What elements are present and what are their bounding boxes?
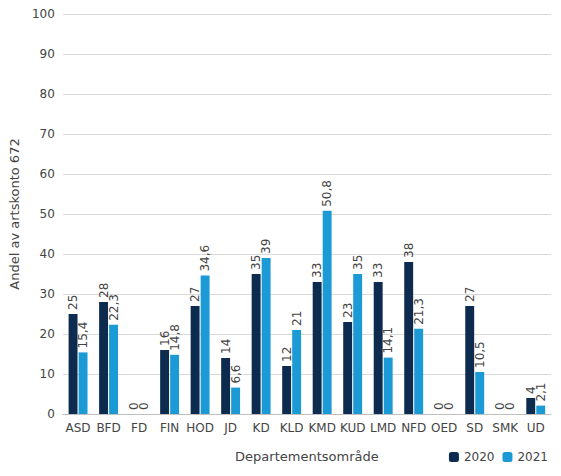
svg-text:30: 30 [40, 287, 55, 301]
svg-text:10,5: 10,5 [473, 341, 487, 368]
svg-text:80: 80 [40, 87, 55, 101]
svg-text:27: 27 [463, 287, 477, 302]
svg-text:90: 90 [40, 47, 55, 61]
svg-text:34,6: 34,6 [198, 245, 212, 272]
svg-text:KUD: KUD [340, 421, 366, 435]
svg-text:0: 0 [493, 402, 508, 410]
svg-text:33: 33 [310, 263, 324, 278]
svg-text:0: 0 [503, 402, 517, 410]
svg-text:KMD: KMD [308, 421, 335, 435]
svg-text:KLD: KLD [280, 421, 304, 435]
svg-text:4: 4 [523, 386, 538, 394]
svg-text:35: 35 [249, 255, 263, 270]
svg-text:12: 12 [280, 347, 294, 362]
svg-text:JD: JD [223, 421, 237, 435]
svg-text:2021: 2021 [517, 450, 548, 464]
svg-text:OED: OED [431, 421, 457, 435]
svg-text:SD: SD [466, 421, 483, 435]
svg-text:14,8: 14,8 [168, 324, 182, 351]
svg-text:UD: UD [527, 421, 545, 435]
svg-text:40: 40 [40, 247, 55, 261]
svg-text:15,4: 15,4 [76, 322, 90, 349]
svg-text:100: 100 [32, 7, 55, 21]
svg-text:14: 14 [219, 339, 233, 354]
svg-text:0: 0 [127, 402, 142, 410]
svg-text:25: 25 [66, 295, 80, 310]
svg-text:SMK: SMK [492, 421, 519, 435]
svg-text:50: 50 [40, 207, 55, 221]
svg-text:2,1: 2,1 [534, 383, 548, 402]
svg-text:38: 38 [402, 243, 416, 258]
svg-text:39: 39 [259, 239, 273, 254]
svg-text:20: 20 [40, 327, 55, 341]
svg-text:2020: 2020 [464, 450, 495, 464]
svg-text:50,8: 50,8 [320, 180, 334, 207]
svg-text:0: 0 [47, 407, 55, 421]
svg-text:FD: FD [131, 421, 147, 435]
svg-text:60: 60 [40, 167, 55, 181]
svg-text:21: 21 [290, 311, 304, 326]
svg-text:NFD: NFD [401, 421, 426, 435]
svg-text:ASD: ASD [66, 421, 91, 435]
svg-text:LMD: LMD [370, 421, 396, 435]
svg-text:Andel av artskonto 672: Andel av artskonto 672 [7, 138, 22, 289]
svg-text:0: 0 [442, 402, 456, 410]
svg-text:Departementsområde: Departementsområde [235, 449, 379, 464]
svg-text:22,3: 22,3 [107, 294, 121, 321]
svg-text:70: 70 [40, 127, 55, 141]
svg-text:21,3: 21,3 [412, 298, 426, 325]
svg-text:0: 0 [432, 402, 447, 410]
svg-text:33: 33 [371, 263, 385, 278]
svg-text:6,6: 6,6 [229, 365, 243, 384]
svg-text:10: 10 [40, 367, 55, 381]
svg-text:23: 23 [341, 303, 355, 318]
svg-text:16: 16 [157, 330, 172, 346]
svg-text:27: 27 [188, 287, 202, 302]
svg-text:KD: KD [253, 421, 270, 435]
svg-text:28: 28 [96, 282, 111, 298]
svg-text:BFD: BFD [96, 421, 120, 435]
svg-text:35: 35 [351, 255, 365, 270]
svg-text:0: 0 [137, 402, 151, 410]
svg-text:14,1: 14,1 [381, 327, 395, 354]
svg-text:FIN: FIN [160, 421, 179, 435]
svg-text:HOD: HOD [186, 421, 214, 435]
